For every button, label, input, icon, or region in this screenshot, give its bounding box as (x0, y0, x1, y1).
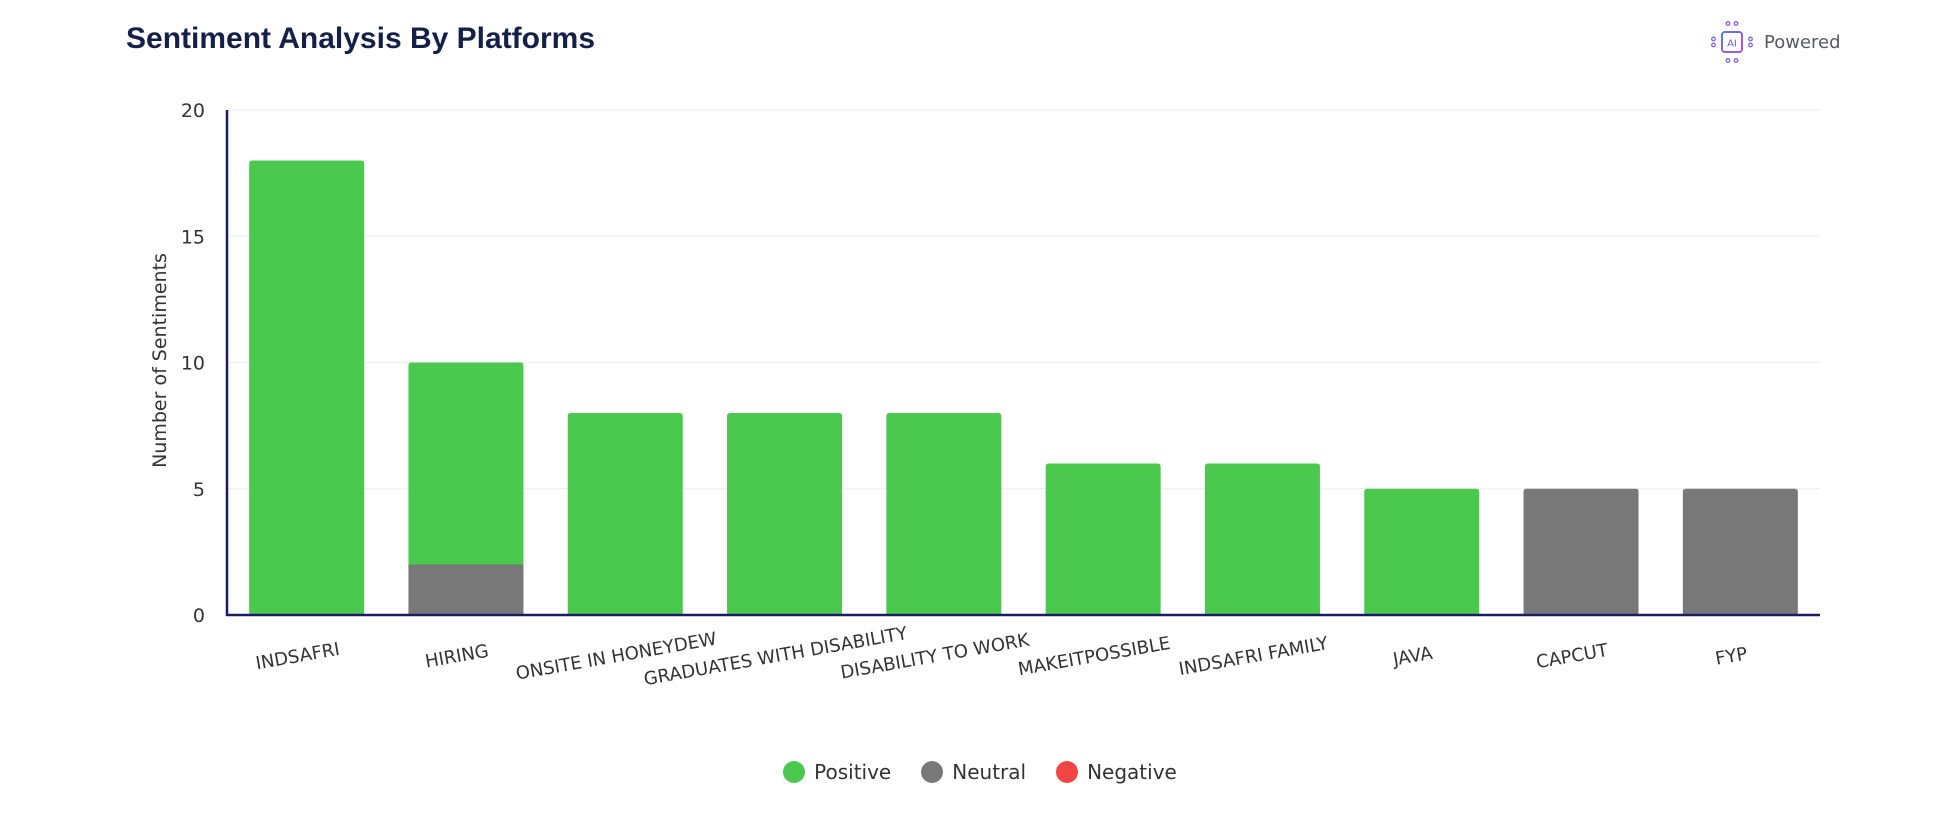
bar-positive (408, 362, 524, 565)
ai-chip-text: AI (1727, 39, 1737, 50)
y-tick-label: 20 (181, 100, 205, 122)
y-tick-label: 10 (181, 353, 205, 375)
legend-label: Negative (1087, 760, 1177, 784)
bar-positive (1364, 488, 1480, 615)
x-tick-label: HIRING (424, 641, 491, 673)
bar-neutral (1523, 488, 1639, 615)
x-tick-label: INDSAFRI FAMILY (1177, 633, 1330, 680)
y-axis-title: Number of Sentiments (149, 253, 171, 468)
bar-positive (249, 160, 365, 615)
bar-neutral (408, 564, 524, 615)
bar-positive (886, 413, 1002, 615)
badge-label: Powered (1764, 31, 1841, 53)
y-tick-label: 5 (193, 479, 205, 501)
page-title: Sentiment Analysis By Platforms (126, 22, 596, 55)
y-tick-label: 0 (193, 605, 205, 627)
ai-chip-icon: AI (1711, 21, 1753, 63)
x-tick-label: MAKEITPOSSIBLE (1016, 633, 1172, 680)
legend-label: Positive (814, 760, 892, 784)
legend-item-neutral[interactable]: Neutral (921, 760, 1026, 784)
bar-positive (1045, 463, 1161, 615)
x-tick-label: CAPCUT (1535, 640, 1611, 673)
bar-positive (567, 413, 683, 615)
x-tick-label: JAVA (1390, 643, 1434, 671)
x-tick-label: INDSAFRI (254, 639, 341, 674)
bar-positive (1204, 463, 1320, 615)
bar-positive (727, 413, 843, 615)
legend-item-positive[interactable]: Positive (783, 760, 891, 784)
y-tick-label: 15 (181, 226, 205, 248)
legend-dot (921, 761, 944, 783)
chart-legend: Positive Neutral Negative (0, 760, 1960, 784)
legend-item-negative[interactable]: Negative (1056, 760, 1177, 784)
ai-powered-badge: AI Powered (1710, 20, 1841, 64)
legend-dot (783, 761, 806, 783)
bar-neutral (1682, 488, 1798, 615)
legend-dot (1056, 761, 1079, 783)
x-tick-label: FYP (1714, 643, 1750, 669)
legend-label: Neutral (952, 760, 1027, 784)
